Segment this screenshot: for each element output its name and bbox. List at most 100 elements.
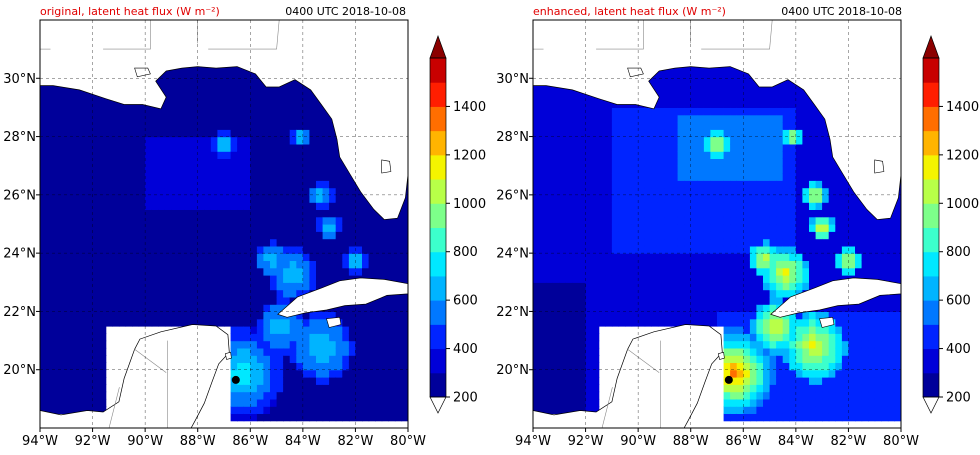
flux-cell [139,202,146,210]
flux-cell [546,304,553,312]
flux-cell [592,166,599,174]
flux-cell [257,260,264,268]
flux-cell [592,392,599,400]
flux-cell [546,209,553,217]
flux-cell [684,290,691,298]
flux-cell [737,86,744,94]
flux-cell [60,151,67,159]
flux-cell [198,137,205,145]
flux-cell [277,370,284,378]
flux-cell [231,100,238,108]
flux-cell [257,188,264,196]
flux-cell [60,180,67,188]
flux-cell [763,290,770,298]
flux-cell [303,355,310,363]
flux-cell [73,239,80,247]
flux-cell [796,166,803,174]
flux-cell [395,224,402,232]
flux-cell [802,239,809,247]
flux-cell [112,166,119,174]
flux-cell [342,253,349,261]
flux-cell [79,224,86,232]
flux-cell [382,377,389,385]
flux-cell [559,231,566,239]
flux-cell [645,304,652,312]
flux-cell [237,275,244,283]
flux-cell [770,406,777,414]
flux-cell [316,115,323,123]
flux-cell [704,166,711,174]
flux-cell [309,217,316,225]
flux-cell [355,202,362,210]
flux-cell [763,392,770,400]
flux-cell [395,341,402,349]
flux-cell [296,137,303,145]
flux-cell [770,224,777,232]
flux-cell [296,253,303,261]
flux-cell [263,231,270,239]
flux-cell [369,333,376,341]
flux-cell [697,311,704,319]
flux-cell [145,115,152,123]
flux-cell [316,326,323,334]
flux-cell [553,217,560,225]
flux-cell [540,239,547,247]
flux-cell [53,399,60,407]
flux-cell [125,268,132,276]
flux-cell [763,129,770,137]
flux-cell [125,202,132,210]
flux-cell [388,341,395,349]
flux-cell [362,311,369,319]
flux-cell [533,362,540,370]
flux-cell [697,188,704,196]
flux-cell [198,246,205,254]
flux-cell [756,202,763,210]
flux-cell [355,392,362,400]
flux-cell [612,158,619,166]
flux-cell [112,129,119,137]
flux-cell [277,173,284,181]
flux-cell [783,413,790,421]
flux-cell [263,384,270,392]
flux-cell [79,151,86,159]
flux-cell [625,260,632,268]
flux-cell [553,275,560,283]
flux-cell [553,246,560,254]
flux-cell [559,399,566,407]
flux-cell [53,195,60,203]
flux-cell [283,290,290,298]
flux-cell [316,173,323,181]
flux-cell [533,166,540,174]
flux-cell [599,180,606,188]
flux-cell [277,115,284,123]
flux-cell [73,122,80,130]
flux-cell [283,319,290,327]
flux-cell [540,188,547,196]
flux-cell [546,392,553,400]
flux-cell [73,224,80,232]
flux-cell [277,129,284,137]
flux-cell [178,253,185,261]
flux-cell [724,137,731,145]
flux-cell [191,180,198,188]
flux-cell [66,188,73,196]
flux-cell [198,100,205,108]
flux-cell [93,239,100,247]
flux-cell [53,231,60,239]
flux-cell [362,231,369,239]
flux-cell [316,333,323,341]
flux-cell [349,319,356,327]
flux-cell [296,319,303,327]
flux-cell [362,370,369,378]
flux-cell [369,384,376,392]
flux-cell [99,151,106,159]
flux-cell [382,399,389,407]
flux-cell [651,290,658,298]
flux-cell [645,282,652,290]
flux-cell [283,355,290,363]
flux-cell [737,290,744,298]
flux-cell [244,253,251,261]
flux-cell [540,333,547,341]
flux-cell [250,173,257,181]
flux-cell [395,370,402,378]
